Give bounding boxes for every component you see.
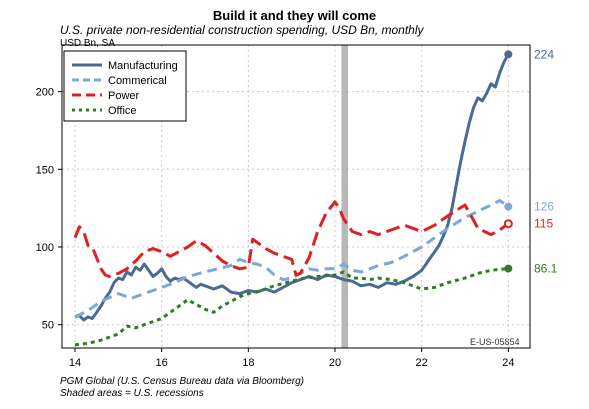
chart-subtitle: U.S. private non-residential constructio… bbox=[60, 23, 424, 37]
legend-box bbox=[63, 50, 187, 122]
recession-band bbox=[341, 45, 348, 348]
tick-label-x: 16 bbox=[156, 357, 168, 369]
legend-label: Manufacturing bbox=[108, 60, 178, 72]
tick-label-x: 24 bbox=[502, 357, 514, 369]
end-label-manufacturing: 224 bbox=[534, 47, 554, 61]
tick-label-y: 200 bbox=[36, 87, 54, 99]
chart-code: E-US-05854 bbox=[470, 337, 520, 347]
plot-frame bbox=[61, 44, 531, 349]
series-line-manufacturing bbox=[74, 53, 510, 322]
series-line-office bbox=[74, 267, 509, 347]
tick-label-x: 20 bbox=[329, 357, 341, 369]
source-text: PGM Global (U.S. Census Bureau data via … bbox=[60, 376, 304, 387]
end-label-office: 86.1 bbox=[534, 262, 558, 276]
source-note: PGM Global (U.S. Census Bureau data via … bbox=[60, 376, 304, 400]
tick-label-x: 22 bbox=[416, 357, 428, 369]
tick-label-x: 14 bbox=[69, 357, 81, 369]
recession-note: Shaded areas = U.S. recessions bbox=[60, 388, 204, 399]
legend: Manufacturing Commerical Power Office bbox=[63, 50, 187, 122]
tick-label-y: 50 bbox=[42, 320, 54, 332]
legend-label: Commerical bbox=[108, 75, 167, 87]
end-marker bbox=[503, 219, 513, 229]
end-labels: 224 126 115 86.1 bbox=[534, 47, 558, 275]
end-marker bbox=[504, 264, 513, 273]
legend-label: Power bbox=[108, 90, 140, 102]
series-lines bbox=[73, 50, 513, 347]
unit-label: USD Bn, SA bbox=[60, 38, 116, 49]
tick-label-x: 18 bbox=[242, 357, 254, 369]
end-marker bbox=[504, 50, 513, 59]
end-marker bbox=[504, 202, 513, 211]
tick-label-y: 150 bbox=[36, 164, 54, 176]
end-label-power: 115 bbox=[534, 217, 553, 231]
axes: 50 100 150 200 14 16 18 20 22 24 bbox=[36, 44, 531, 369]
end-label-commerical: 126 bbox=[534, 200, 554, 214]
recession-band bbox=[341, 45, 348, 348]
chart-title: Build it and they will come bbox=[212, 8, 377, 23]
tick-label-y: 100 bbox=[36, 242, 54, 254]
series-line-power bbox=[73, 200, 510, 278]
legend-label: Office bbox=[108, 105, 137, 117]
